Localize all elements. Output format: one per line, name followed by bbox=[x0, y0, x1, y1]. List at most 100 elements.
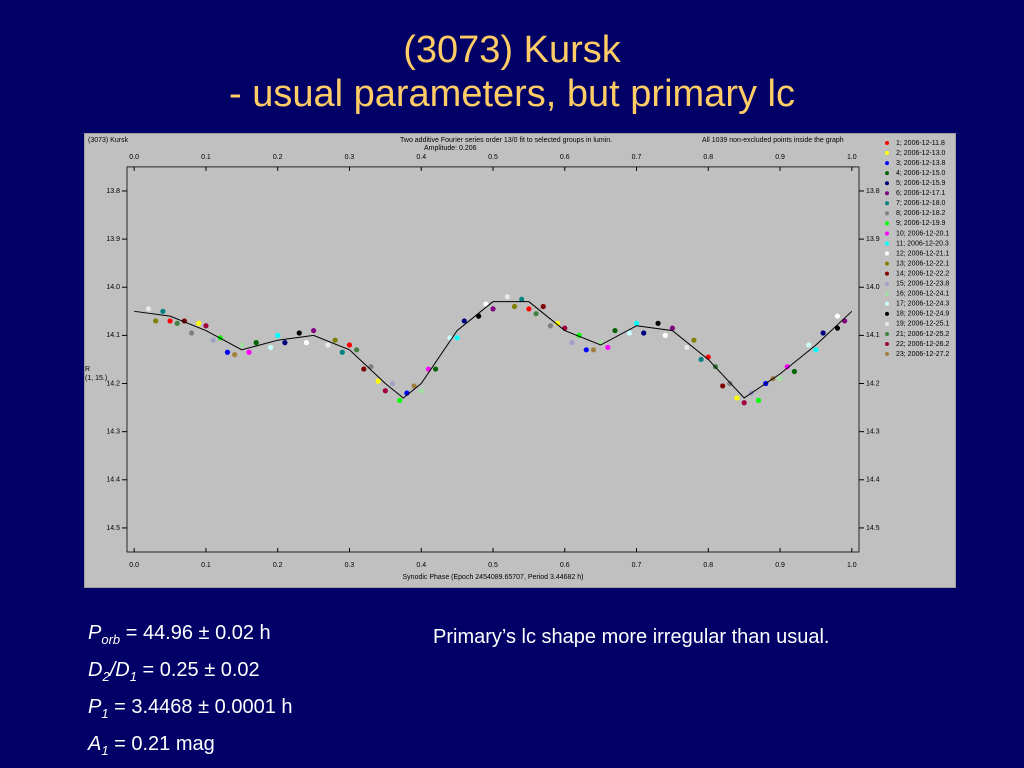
data-point bbox=[791, 368, 798, 375]
y-tick-label: 14.3 bbox=[106, 429, 120, 436]
subscript-text: 1 bbox=[101, 706, 109, 721]
data-point bbox=[727, 380, 733, 387]
legend-label: 15; 2006-12-23.8 bbox=[896, 281, 949, 288]
data-point bbox=[267, 344, 274, 351]
data-point bbox=[641, 330, 647, 336]
data-point bbox=[382, 388, 388, 394]
symbol: P bbox=[88, 622, 102, 644]
data-point bbox=[224, 349, 231, 355]
x-tick-label: 0.4 bbox=[416, 562, 426, 569]
subscript-text: 1 bbox=[101, 743, 109, 758]
data-point bbox=[590, 347, 597, 353]
subscript-text: 1 bbox=[129, 669, 137, 684]
x-tick-label: 0.3 bbox=[345, 562, 355, 569]
data-point bbox=[339, 349, 345, 355]
title-line: - usual parameters, but primary lc bbox=[229, 73, 795, 115]
legend-label: 2; 2006-12-13.0 bbox=[896, 150, 946, 157]
legend-label: 23; 2006-12-27.2 bbox=[896, 351, 949, 358]
y-tick-label: 13.9 bbox=[866, 236, 880, 243]
subscript-text: orb bbox=[101, 632, 121, 647]
x-tick-label: 0.5 bbox=[488, 154, 498, 161]
subscript: 1 bbox=[101, 743, 108, 758]
data-point bbox=[490, 306, 496, 312]
y-tick-label: 13.9 bbox=[106, 236, 120, 243]
data-point bbox=[777, 376, 783, 382]
legend-marker bbox=[885, 211, 889, 216]
y-tick-label: 14.5 bbox=[866, 525, 880, 532]
legend-label: 9; 2006-12-19.9 bbox=[896, 220, 946, 227]
legend-marker bbox=[885, 281, 889, 286]
data-point bbox=[188, 330, 195, 336]
data-point bbox=[806, 342, 812, 348]
y-tick-label: 14.5 bbox=[106, 525, 120, 532]
data-point bbox=[432, 366, 439, 372]
y-tick-label: 13.8 bbox=[866, 188, 880, 195]
y-tick-label: 14.4 bbox=[866, 477, 880, 484]
x-tick-label: 1.0 bbox=[847, 562, 857, 569]
x-tick-label: 0.2 bbox=[273, 154, 283, 161]
data-point bbox=[361, 366, 367, 372]
data-point bbox=[232, 352, 238, 358]
legend-marker bbox=[885, 191, 889, 196]
y-tick-label: 14.2 bbox=[866, 380, 880, 387]
data-point bbox=[354, 347, 360, 353]
data-point bbox=[605, 344, 611, 351]
points-note: All 1039 non-excluded points inside the … bbox=[702, 137, 844, 144]
data-point bbox=[684, 344, 690, 351]
data-point bbox=[655, 320, 661, 326]
data-point bbox=[332, 337, 338, 343]
data-point bbox=[303, 340, 310, 346]
data-point bbox=[167, 318, 173, 324]
data-point bbox=[583, 347, 589, 353]
y-tick-label: 14.0 bbox=[106, 284, 120, 291]
data-point bbox=[554, 320, 561, 326]
y-tick-label: 14.4 bbox=[106, 477, 120, 484]
x-tick-label: 0.8 bbox=[703, 154, 713, 161]
legend-marker bbox=[885, 291, 889, 296]
x-tick-label: 0.0 bbox=[129, 562, 139, 569]
parameter-value: = 3.4468 ± 0.0001 h bbox=[114, 696, 293, 718]
data-point bbox=[461, 318, 467, 324]
data-point bbox=[454, 335, 460, 341]
x-tick-label: 0.7 bbox=[632, 154, 642, 161]
legend-marker bbox=[885, 331, 889, 336]
data-point bbox=[504, 294, 510, 300]
data-point bbox=[296, 330, 302, 336]
x-tick-label: 0.8 bbox=[703, 562, 713, 569]
data-point bbox=[540, 303, 546, 310]
x-tick-label: 1.0 bbox=[847, 154, 857, 161]
data-point bbox=[483, 301, 489, 307]
legend-marker bbox=[885, 301, 889, 306]
data-point bbox=[411, 383, 417, 389]
legend-label: 16; 2006-12-24.1 bbox=[896, 291, 949, 298]
legend-marker bbox=[885, 201, 889, 206]
x-tick-label: 0.3 bbox=[345, 154, 355, 161]
data-point bbox=[511, 303, 518, 310]
legend-marker bbox=[885, 171, 889, 176]
legend-label: 5; 2006-12-15.9 bbox=[896, 180, 946, 187]
data-point bbox=[519, 296, 525, 302]
data-point bbox=[368, 364, 374, 370]
chart-background bbox=[84, 133, 956, 588]
legend-marker bbox=[885, 151, 889, 156]
y-tick-label: 14.2 bbox=[106, 380, 120, 387]
legend-label: 3; 2006-12-13.8 bbox=[896, 160, 946, 167]
symbol: P bbox=[88, 696, 102, 718]
subscript: 1 bbox=[101, 706, 108, 721]
data-point bbox=[633, 320, 640, 326]
x-tick-label: 0.9 bbox=[775, 562, 785, 569]
slide-title: (3073) Kursk - usual parameters, but pri… bbox=[0, 28, 1024, 116]
legend-label: 21; 2006-12-25.2 bbox=[896, 331, 949, 338]
data-point bbox=[741, 400, 747, 406]
x-tick-label: 0.6 bbox=[560, 154, 570, 161]
x-tick-label: 0.5 bbox=[488, 562, 498, 569]
y-tick-label: 14.1 bbox=[866, 332, 880, 339]
legend-marker bbox=[885, 311, 889, 316]
title-line: (3073) Kursk bbox=[403, 29, 621, 71]
data-point bbox=[691, 337, 697, 343]
x-tick-label: 0.7 bbox=[632, 562, 642, 569]
legend-label: 6; 2006-12-17.1 bbox=[896, 190, 946, 197]
data-point bbox=[662, 332, 668, 338]
legend-marker bbox=[885, 271, 889, 276]
